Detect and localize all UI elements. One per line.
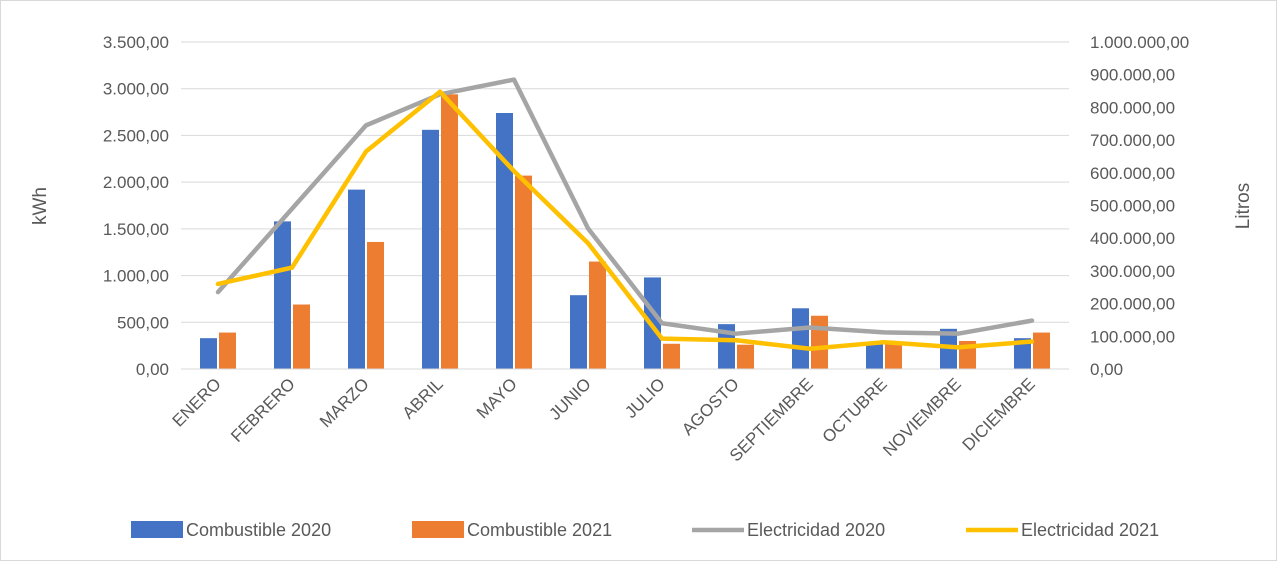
x-tick-label: NOVIEMBRE <box>879 374 965 460</box>
y2-tick-label: 100.000,00 <box>1090 327 1175 346</box>
bar <box>274 221 291 369</box>
bar <box>293 304 310 369</box>
bar <box>589 261 606 369</box>
series-line <box>215 89 1035 351</box>
y2-tick-label: 1.000.000,00 <box>1090 33 1189 52</box>
x-tick-label: ENERO <box>169 374 225 430</box>
y2-tick-label: 600.000,00 <box>1090 164 1175 183</box>
y2-tick-label: 400.000,00 <box>1090 229 1175 248</box>
y-tick-label: 1.500,00 <box>103 220 169 239</box>
legend-swatch <box>412 521 464 538</box>
legend: Combustible 2020 Combustible 2021 Electric… <box>131 520 1159 540</box>
legend-label: Combustible 2021 <box>467 520 612 540</box>
bar <box>348 189 365 369</box>
bar <box>718 324 735 369</box>
y2-axis-title: Litros <box>1233 183 1254 229</box>
x-tick-label: MARZO <box>316 374 373 431</box>
bar <box>1014 338 1031 369</box>
y-tick-label: 2.500,00 <box>103 126 169 145</box>
x-tick-label: ABRIL <box>399 374 447 422</box>
legend-label: Combustible 2020 <box>186 520 331 540</box>
y-axis-right-ticks: 0,00 100.000,00 200.000,00 300.000,00 400.00… <box>1090 33 1189 379</box>
bar <box>496 113 513 370</box>
y-tick-label: 0,00 <box>136 360 169 379</box>
bar <box>515 175 532 369</box>
x-axis-ticks: ENERO FEBRERO MARZO ABRIL MAYO JUNIO JULIO AGOS… <box>169 374 1039 465</box>
x-tick-label: AGOSTO <box>678 374 743 439</box>
bars <box>200 94 1050 370</box>
y-tick-label: 500,00 <box>117 313 169 332</box>
y2-tick-label: 0,00 <box>1090 360 1123 379</box>
x-tick-label: JULIO <box>621 374 669 422</box>
bar <box>367 241 384 369</box>
bar <box>219 332 236 369</box>
gridlines <box>181 41 1069 323</box>
bar <box>811 315 828 369</box>
y-tick-label: 3.500,00 <box>103 33 169 52</box>
x-tick-label: DICIEMBRE <box>959 374 1039 454</box>
bar <box>200 338 217 369</box>
bar <box>792 308 809 369</box>
legend-swatch <box>131 521 183 538</box>
y2-tick-label: 700.000,00 <box>1090 131 1175 150</box>
legend-label: Electricidad 2020 <box>747 520 885 540</box>
lines <box>215 77 1035 351</box>
x-tick-label: MAYO <box>473 374 521 422</box>
x-tick-label: JUNIO <box>545 374 594 423</box>
series-line <box>215 77 1035 336</box>
bar <box>737 344 754 369</box>
x-tick-label: OCTUBRE <box>819 374 891 446</box>
bar <box>570 295 587 369</box>
y-tick-label: 2.000,00 <box>103 173 169 192</box>
bar <box>441 94 458 369</box>
bar <box>422 129 439 369</box>
bar <box>866 343 883 369</box>
y2-tick-label: 200.000,00 <box>1090 295 1175 314</box>
y-axis-title: kWh <box>30 187 51 225</box>
y-tick-label: 1.000,00 <box>103 267 169 286</box>
y2-tick-label: 800.000,00 <box>1090 98 1175 117</box>
y2-tick-label: 500.000,00 <box>1090 197 1175 216</box>
bar <box>1033 332 1050 369</box>
legend-label: Electricidad 2021 <box>1021 520 1159 540</box>
y-tick-label: 3.000,00 <box>103 80 169 99</box>
y2-tick-label: 900.000,00 <box>1090 66 1175 85</box>
y-axis-left-ticks: 0,00 500,00 1.000,00 1.500,00 2.000,00 2.500,… <box>103 33 169 379</box>
x-tick-label: FEBRERO <box>227 374 299 446</box>
bar <box>885 343 902 369</box>
bar <box>663 343 680 369</box>
y2-tick-label: 300.000,00 <box>1090 262 1175 281</box>
